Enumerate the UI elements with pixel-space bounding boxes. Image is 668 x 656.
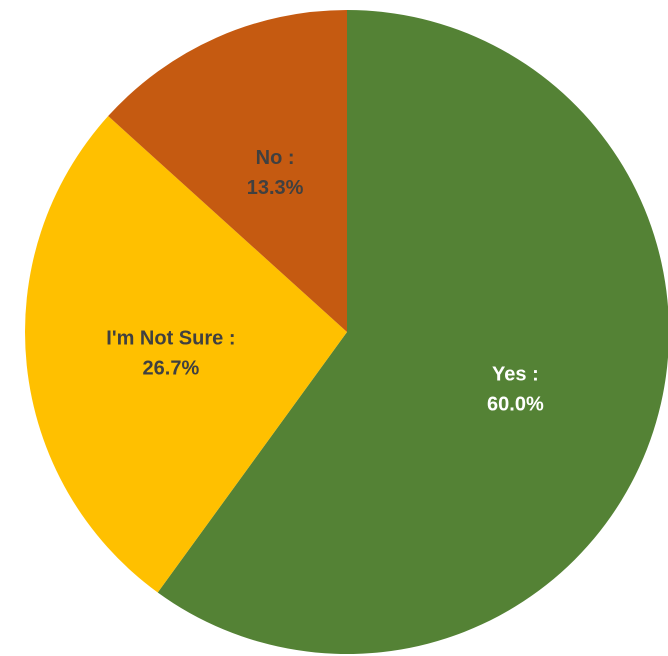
pie-label-name: No : [256,147,295,169]
pie-label-value: 13.3% [247,177,304,199]
pie-slice-no [108,10,347,332]
pie-label-value: 26.7% [143,357,200,379]
pie-labels: Yes : 60.0% I'm Not Sure : 26.7% No : 13.3% [106,147,544,416]
pie-label-name: I'm Not Sure : [106,327,235,349]
pie-label-i-m-not-sure: I'm Not Sure : 26.7% [106,327,235,379]
pie-label-yes: Yes : 60.0% [487,364,544,416]
pie-label-value: 60.0% [487,394,544,416]
pie-slice-i-m-not-sure [25,116,348,593]
pie-slices [25,10,668,654]
pie-slice-yes [157,10,668,654]
pie-label-name: Yes : [492,364,539,386]
pie-label-no: No : 13.3% [247,147,304,199]
